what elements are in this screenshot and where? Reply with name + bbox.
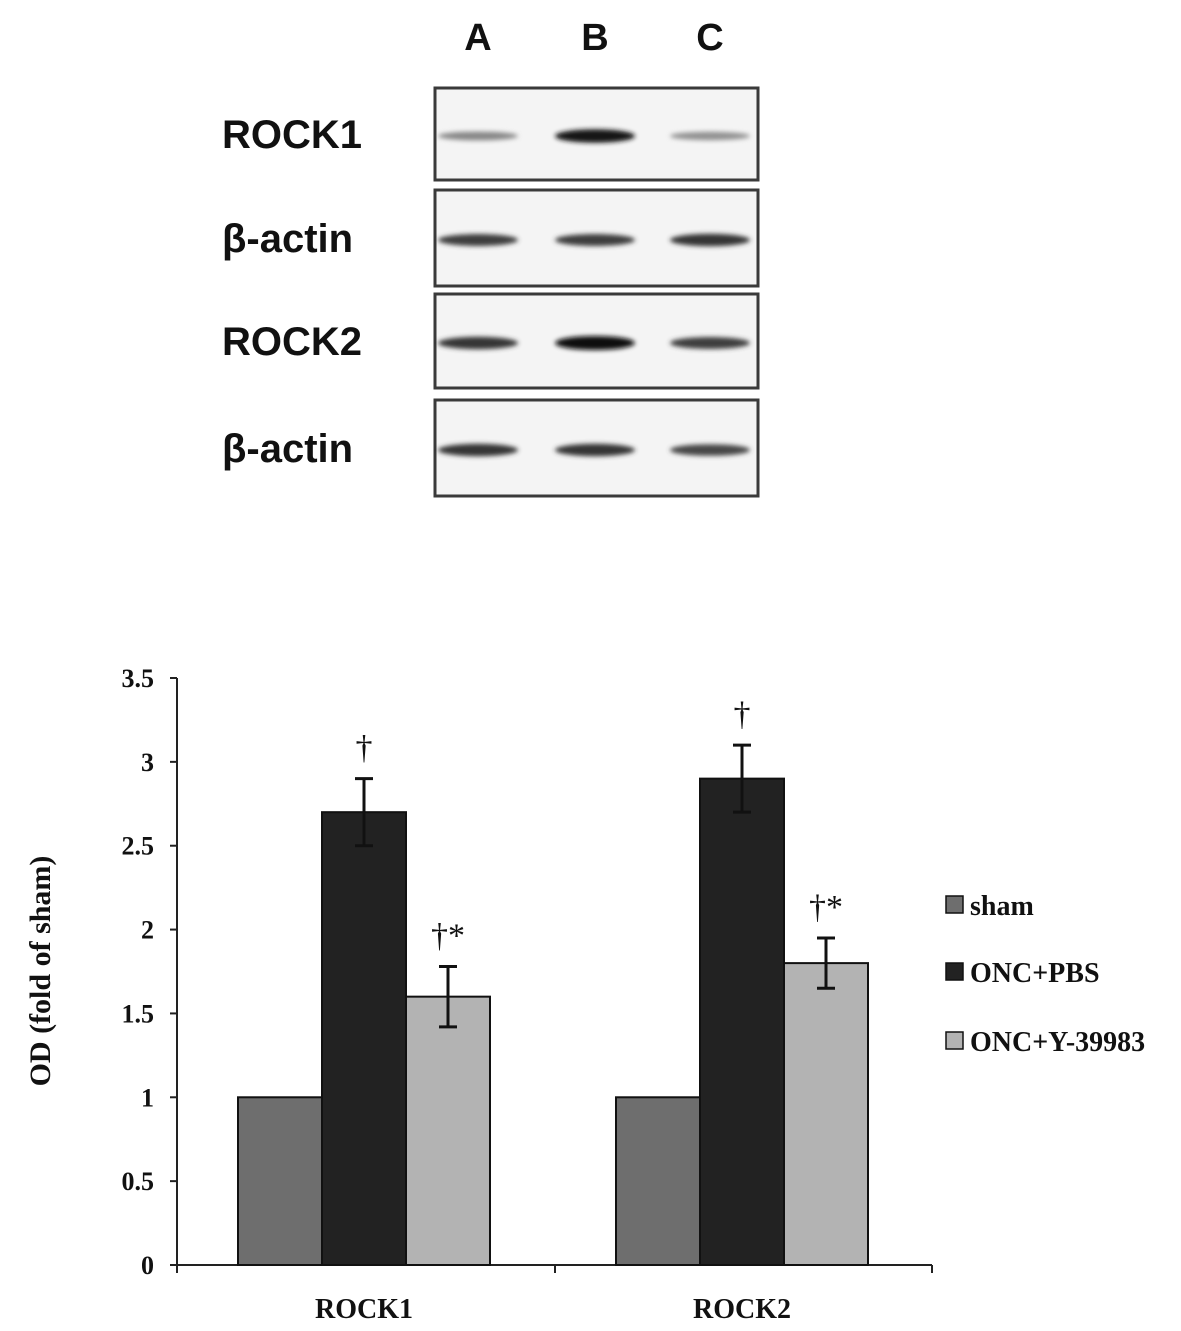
blot-row-label: ROCK2 bbox=[222, 320, 362, 364]
western-blot-panel: A B C ROCK1 β-actin ROCK2 β-actin bbox=[222, 17, 760, 498]
blot-row-label: ROCK1 bbox=[222, 113, 362, 157]
significance-marker: †* bbox=[809, 889, 843, 926]
blot-band bbox=[438, 234, 518, 246]
y-tick-label: 3 bbox=[141, 748, 154, 777]
lane-label-a: A bbox=[464, 17, 491, 59]
blot-band bbox=[555, 443, 635, 457]
y-tick-label: 1.5 bbox=[122, 999, 155, 1028]
blot-row-label: β-actin bbox=[222, 427, 353, 471]
bar-onc-pbs-rock2 bbox=[699, 777, 785, 1267]
blot-band bbox=[670, 444, 750, 456]
blot-band bbox=[438, 443, 518, 457]
lane-labels: A B C bbox=[464, 17, 723, 59]
bar-onc-y-39983-rock2 bbox=[783, 962, 869, 1266]
blot-row: ROCK2 bbox=[222, 292, 760, 390]
significance-marker: † bbox=[734, 696, 751, 733]
legend-item: ONC+PBS bbox=[945, 958, 1100, 989]
x-category-label: ROCK1 bbox=[315, 1294, 413, 1325]
y-tick-label: 1 bbox=[141, 1083, 154, 1112]
legend: sham ONC+PBS ONC+Y-39983 bbox=[945, 891, 1145, 1058]
blot-band bbox=[555, 234, 635, 246]
blot-row-label: β-actin bbox=[222, 217, 353, 261]
blot-band bbox=[670, 233, 750, 247]
blot-rows: ROCK1 β-actin ROCK2 β-actin bbox=[222, 86, 760, 498]
blot-band bbox=[670, 131, 750, 141]
legend-item: sham bbox=[945, 891, 1034, 922]
bar-sham-rock2 bbox=[615, 1096, 701, 1267]
bar-onc-pbs-rock1 bbox=[321, 811, 407, 1267]
lane-label-c: C bbox=[696, 17, 723, 59]
y-tick-label: 0.5 bbox=[122, 1167, 155, 1196]
blot-band bbox=[555, 336, 635, 350]
legend-swatch bbox=[945, 1031, 964, 1050]
chart-axes: 0 0.5 1 1.5 2 2.5 3 3.5 ROCK1 ROCK2 bbox=[122, 664, 933, 1325]
blot-row: β-actin bbox=[222, 188, 760, 288]
legend-label: ONC+PBS bbox=[970, 958, 1100, 989]
significance-marker: † bbox=[356, 730, 373, 767]
y-tick-label: 3.5 bbox=[122, 664, 155, 693]
bar-onc-y-39983-rock1 bbox=[405, 995, 491, 1267]
legend-label: sham bbox=[970, 891, 1034, 922]
blot-row: ROCK1 bbox=[222, 86, 760, 182]
blot-band bbox=[670, 337, 750, 349]
legend-swatch bbox=[945, 962, 964, 981]
y-axis-title: OD (fold of sham) bbox=[24, 856, 57, 1087]
blot-row: β-actin bbox=[222, 398, 760, 498]
lane-label-b: B bbox=[581, 17, 608, 59]
x-category-label: ROCK2 bbox=[693, 1294, 791, 1325]
blot-band bbox=[438, 336, 518, 350]
blot-band bbox=[438, 131, 518, 141]
legend-item: ONC+Y-39983 bbox=[945, 1027, 1145, 1058]
legend-swatch bbox=[945, 895, 964, 914]
bar-sham-rock1 bbox=[237, 1096, 323, 1267]
significance-marker: †* bbox=[431, 917, 465, 954]
y-tick-label: 2 bbox=[141, 916, 154, 945]
blot-band bbox=[555, 129, 635, 143]
bar-chart: OD (fold of sham) 0 0.5 1 1.5 2 2.5 3 3.5 ROCK1 R… bbox=[24, 664, 1145, 1325]
y-tick-label: 0 bbox=[141, 1251, 154, 1280]
bars: † †* † †* bbox=[237, 696, 869, 1267]
y-tick-label: 2.5 bbox=[122, 832, 155, 861]
legend-label: ONC+Y-39983 bbox=[970, 1027, 1145, 1058]
